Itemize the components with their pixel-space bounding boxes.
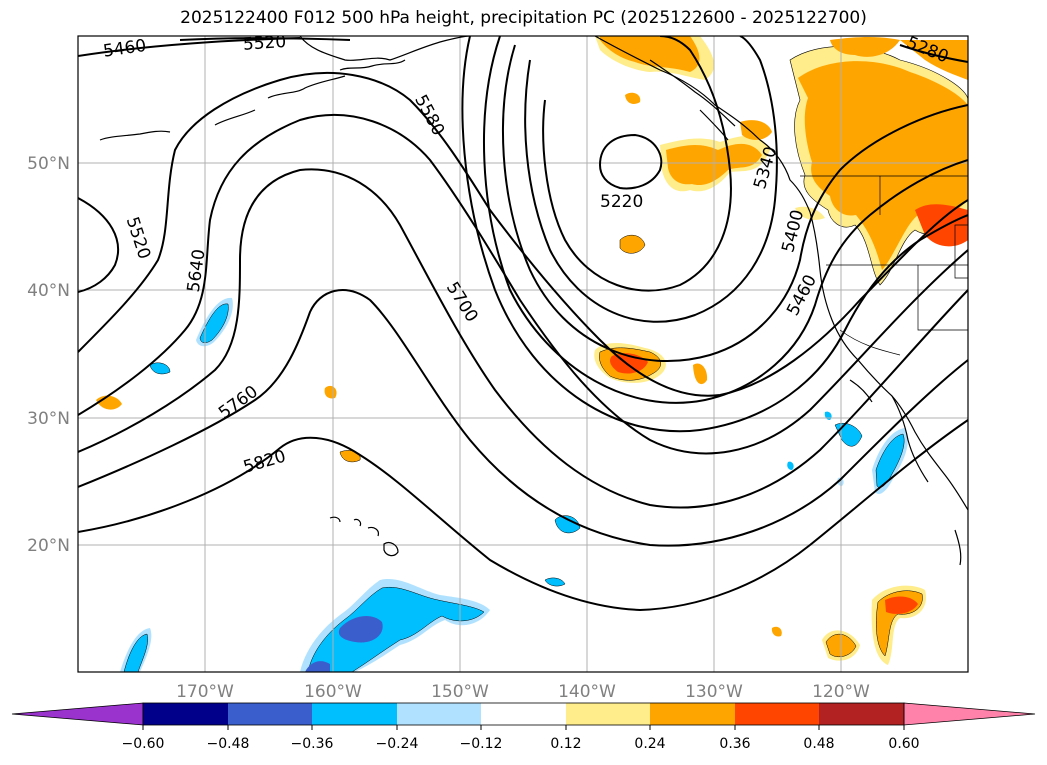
height-contours xyxy=(78,36,968,612)
colorbar-tick-8: 0.48 xyxy=(803,736,834,752)
colorbar-tick-3: −0.24 xyxy=(376,736,419,752)
coastlines xyxy=(99,36,968,566)
contour-5520-n xyxy=(179,37,351,41)
contour-5460-east xyxy=(483,36,968,404)
colorbar-tick-1: −0.48 xyxy=(207,736,250,752)
lon-label-170w: 170°W xyxy=(176,682,234,702)
contour-5820 xyxy=(78,419,968,612)
us-west-coast xyxy=(809,211,968,511)
lon-label-120w: 120°W xyxy=(812,682,870,702)
colorbar-tick-0: −0.60 xyxy=(122,736,165,752)
colorbar-segment-8 xyxy=(735,703,819,725)
lon-label-160w: 160°W xyxy=(304,682,362,702)
map-panel: 5460 5520 5580 5520 5640 5700 5760 5820 … xyxy=(78,32,968,672)
colorbar-segment-6 xyxy=(566,703,650,725)
colorbar-tick-2: −0.36 xyxy=(291,736,334,752)
hawaii-islands xyxy=(329,516,399,557)
se-alaska-coast xyxy=(594,36,811,213)
contour-5220 xyxy=(598,133,663,190)
latitude-labels: 50°N 40°N 30°N 20°N xyxy=(27,154,70,556)
colorbar-segment-5 xyxy=(481,703,566,725)
lon-label-140w: 140°W xyxy=(558,682,616,702)
contour-5700 xyxy=(78,168,968,509)
colorbar-tick-7: 0.36 xyxy=(719,736,750,752)
contour-5520-east xyxy=(461,36,968,433)
colorbar: −0.60 −0.48 −0.36 −0.24 −0.12 0.12 0.24 … xyxy=(11,702,1036,752)
colorbar-tick-9: 0.60 xyxy=(888,736,919,752)
contour-5280-ne xyxy=(899,44,968,63)
colorbar-segment-9 xyxy=(819,703,904,725)
contour-5640 xyxy=(78,113,968,455)
colorbar-tick-4: −0.12 xyxy=(460,736,503,752)
colorbar-segment-7 xyxy=(650,703,735,725)
colorbar-segment-10 xyxy=(903,702,1036,726)
contour-5280 xyxy=(542,36,732,292)
lat-label-50n: 50°N xyxy=(27,154,70,174)
map-title: 2025122400 F012 500 hPa height, precipit… xyxy=(180,8,867,28)
colorbar-segment-3 xyxy=(312,703,397,725)
colorbar-segment-4 xyxy=(397,703,481,725)
lat-label-20n: 20°N xyxy=(27,536,70,556)
contour-5340 xyxy=(524,36,778,323)
contour-5760 xyxy=(78,289,968,547)
colorbar-segment-1 xyxy=(143,703,228,725)
baja-peninsula xyxy=(891,395,929,483)
contour-5400 xyxy=(502,44,968,363)
lat-label-40n: 40°N xyxy=(27,281,70,301)
contour-5580 xyxy=(78,71,968,397)
colorbar-tick-5: 0.12 xyxy=(550,736,581,752)
alaska-coast xyxy=(299,36,471,61)
contour-5520-nw xyxy=(78,197,120,293)
contour-label-5520: 5520 xyxy=(242,32,287,55)
longitude-labels: 170°W 160°W 150°W 140°W 130°W 120°W xyxy=(176,682,870,702)
colorbar-outline xyxy=(142,702,905,726)
colorbar-segment-2 xyxy=(228,703,312,725)
lon-label-130w: 130°W xyxy=(685,682,743,702)
lon-label-150w: 150°W xyxy=(431,682,489,702)
contour-label-5220: 5220 xyxy=(600,192,643,212)
colorbar-segment-0 xyxy=(11,702,144,726)
colorbar-tick-6: 0.24 xyxy=(634,736,665,752)
lat-label-30n: 30°N xyxy=(27,409,70,429)
map-frame xyxy=(77,35,969,673)
